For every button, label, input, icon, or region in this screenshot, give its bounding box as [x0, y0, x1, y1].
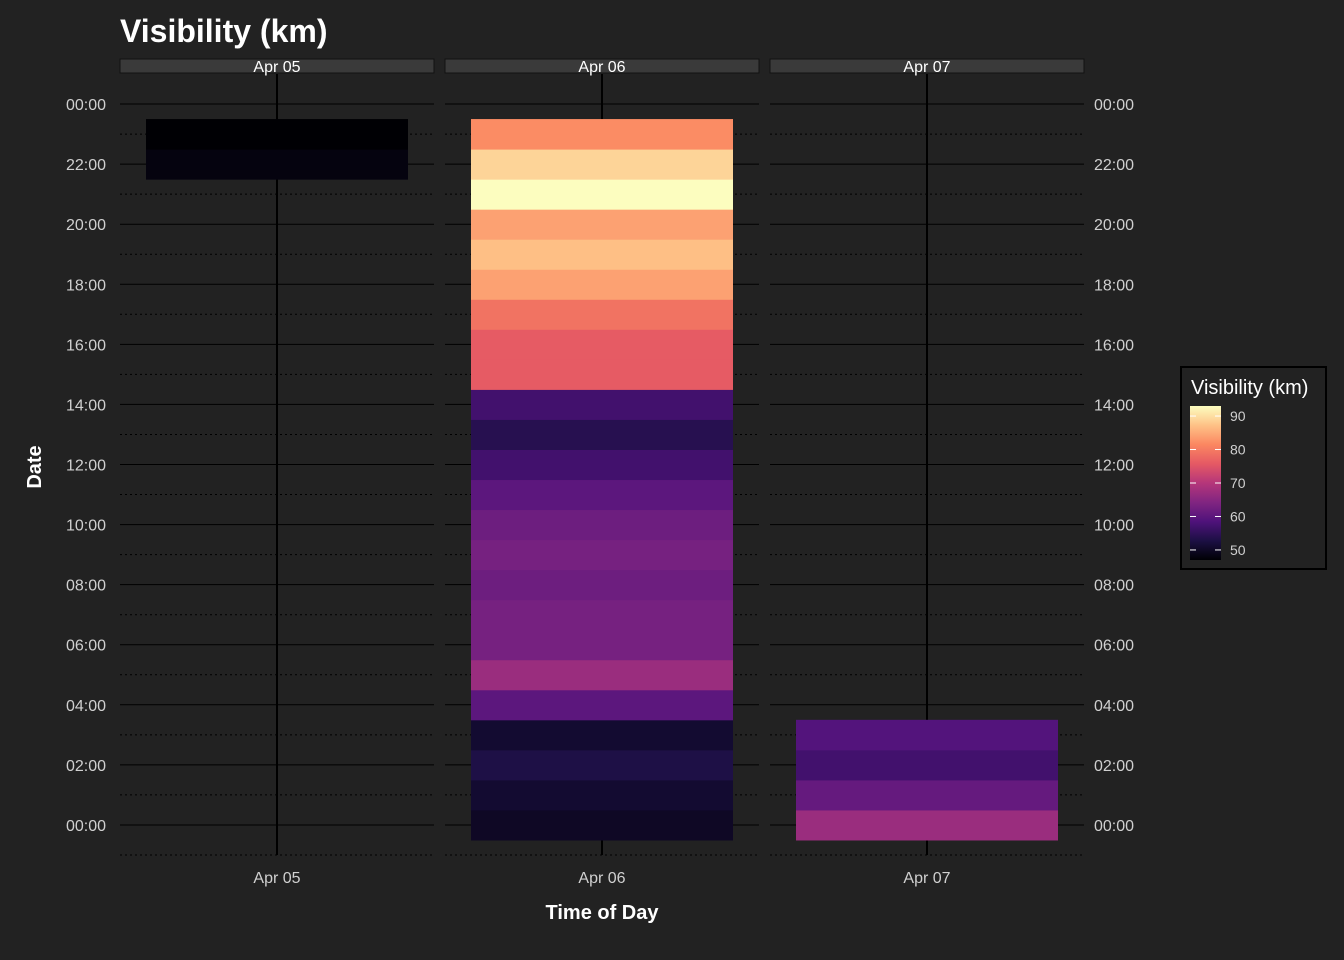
y-tick-label-left: 06:00 [66, 638, 106, 655]
heatmap-cell [471, 179, 733, 210]
facet-strip [119, 58, 435, 74]
y-tick-label-left: 18:00 [66, 277, 106, 294]
legend-tick-label: 60 [1230, 508, 1246, 524]
y-tick-label-right: 20:00 [1094, 217, 1134, 234]
y-tick-label-left: 16:00 [66, 337, 106, 354]
y-tick-label-right: 06:00 [1094, 638, 1134, 655]
x-tick-label: Apr 06 [578, 870, 625, 887]
legend-title: Visibility (km) [1191, 377, 1308, 399]
facet-strip [444, 58, 760, 74]
legend-box [1180, 366, 1327, 570]
y-tick-label-right: 16:00 [1094, 337, 1134, 354]
x-tick-label: Apr 05 [253, 870, 300, 887]
heatmap-cell [471, 149, 733, 180]
heatmap-cell [471, 719, 733, 751]
heatmap-cell [471, 479, 733, 511]
facet-strip-label: Apr 05 [253, 59, 300, 76]
y-tick-label-right: 08:00 [1094, 578, 1134, 595]
y-tick-label-left: 10:00 [66, 518, 106, 535]
heatmap-cell [471, 689, 733, 721]
heatmap-cell [471, 209, 733, 240]
heatmap-cell [471, 119, 733, 150]
facet-strip-label: Apr 07 [903, 59, 950, 76]
x-tick-label: Apr 07 [903, 870, 950, 887]
y-tick-label-right: 12:00 [1094, 458, 1134, 475]
chart-title: Visibility (km) [120, 13, 327, 49]
heatmap-cell [471, 569, 733, 601]
y-tick-label-left: 00:00 [66, 818, 106, 835]
heatmap-cell [796, 749, 1058, 781]
heatmap-cell [471, 329, 733, 360]
heatmap-cells [146, 119, 1058, 841]
heatmap-cell [471, 299, 733, 330]
y-tick-label-left: 04:00 [66, 698, 106, 715]
y-tick-label-left: 14:00 [66, 397, 106, 414]
heatmap-cell [471, 629, 733, 661]
heatmap-cell [146, 119, 408, 150]
y-tick-label-right: 00:00 [1094, 97, 1134, 114]
heatmap-cell [471, 749, 733, 781]
y-tick-label-right: 00:00 [1094, 818, 1134, 835]
heatmap-cell [471, 419, 733, 450]
x-axis-ticks: Apr 05 Apr 06 Apr 07 [253, 870, 950, 887]
legend-ticks: 50 60 70 80 90 [1190, 408, 1246, 558]
y-tick-label-right: 14:00 [1094, 397, 1134, 414]
y-tick-label-left: 02:00 [66, 758, 106, 775]
heatmap-cell [471, 239, 733, 270]
y-axis-ticks: 00:00 00:00 02:00 02:00 04:00 04:00 06:00 06:00… [66, 97, 1134, 835]
heatmap-cell [471, 599, 733, 631]
facet-strip-label: Apr 06 [578, 59, 625, 76]
y-axis-title: Date [24, 445, 46, 488]
heatmap-cell [471, 449, 733, 481]
facet-strips: Apr 05 Apr 06 Apr 07 [119, 58, 1085, 76]
y-tick-label-right: 04:00 [1094, 698, 1134, 715]
legend: Visibility (km) 50 60 70 80 90 [1180, 366, 1327, 570]
y-tick-label-right: 18:00 [1094, 277, 1134, 294]
heatmap-cell [471, 809, 733, 841]
heatmap-cell [796, 779, 1058, 811]
y-tick-label-left: 20:00 [66, 217, 106, 234]
y-tick-label-right: 10:00 [1094, 518, 1134, 535]
heatmap-cell [471, 359, 733, 390]
y-tick-label-left: 08:00 [66, 578, 106, 595]
heatmap-cell [471, 389, 733, 420]
y-tick-label-left: 12:00 [66, 458, 106, 475]
x-axis-title: Time of Day [546, 902, 660, 924]
heatmap-cell [471, 509, 733, 541]
heatmap-cell [796, 719, 1058, 751]
heatmap-cell [471, 269, 733, 300]
y-tick-label-right: 02:00 [1094, 758, 1134, 775]
legend-tick-label: 50 [1230, 542, 1246, 558]
heatmap-cell [796, 809, 1058, 841]
heatmap-cell [471, 659, 733, 691]
y-tick-label-right: 22:00 [1094, 157, 1134, 174]
y-tick-label-left: 00:00 [66, 97, 106, 114]
facet-strip [769, 58, 1085, 74]
heatmap-cell [471, 539, 733, 571]
legend-tick-label: 70 [1230, 475, 1246, 491]
legend-tick-label: 80 [1230, 442, 1246, 458]
heatmap-cell [471, 779, 733, 811]
heatmap-cell [146, 149, 408, 180]
legend-tick-label: 90 [1230, 408, 1246, 424]
y-tick-label-left: 22:00 [66, 157, 106, 174]
